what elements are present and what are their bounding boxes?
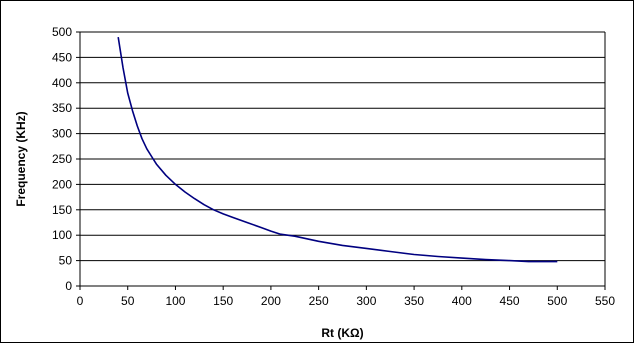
x-tick-label: 200: [261, 294, 281, 308]
y-tick-label: 150: [52, 203, 72, 217]
x-tick-label: 550: [595, 294, 615, 308]
x-tick-label: 300: [356, 294, 376, 308]
tick-labels: 0 50 100 150 200 250 300 350 400 450 500 0 50 100 150 2…: [52, 25, 615, 308]
x-tick-label: 0: [77, 294, 84, 308]
y-tick-label: 400: [52, 76, 72, 90]
y-tick-label: 200: [52, 177, 72, 191]
x-tick-label: 350: [404, 294, 424, 308]
x-tick-label: 450: [500, 294, 520, 308]
y-tick-label: 0: [65, 279, 72, 293]
series-layer: [117, 36, 558, 263]
y-tick-label: 450: [52, 50, 72, 64]
x-tick-label: 50: [121, 294, 135, 308]
x-tick-label: 100: [165, 294, 185, 308]
series-line: [117, 36, 558, 263]
x-tick-label: 400: [452, 294, 472, 308]
x-axis-title: Rt (KΩ): [321, 326, 363, 340]
x-tick-label: 500: [547, 294, 567, 308]
y-axis-title: Frequency (KHz): [14, 111, 28, 206]
y-tick-label: 100: [52, 228, 72, 242]
y-tick-label: 250: [52, 152, 72, 166]
axes: [76, 31, 606, 290]
grid-lines: [80, 31, 605, 262]
y-tick-label: 300: [52, 127, 72, 141]
y-tick-label: 350: [52, 101, 72, 115]
y-tick-label: 50: [59, 254, 73, 268]
x-tick-label: 250: [309, 294, 329, 308]
y-tick-label: 500: [52, 25, 72, 39]
x-tick-label: 150: [213, 294, 233, 308]
